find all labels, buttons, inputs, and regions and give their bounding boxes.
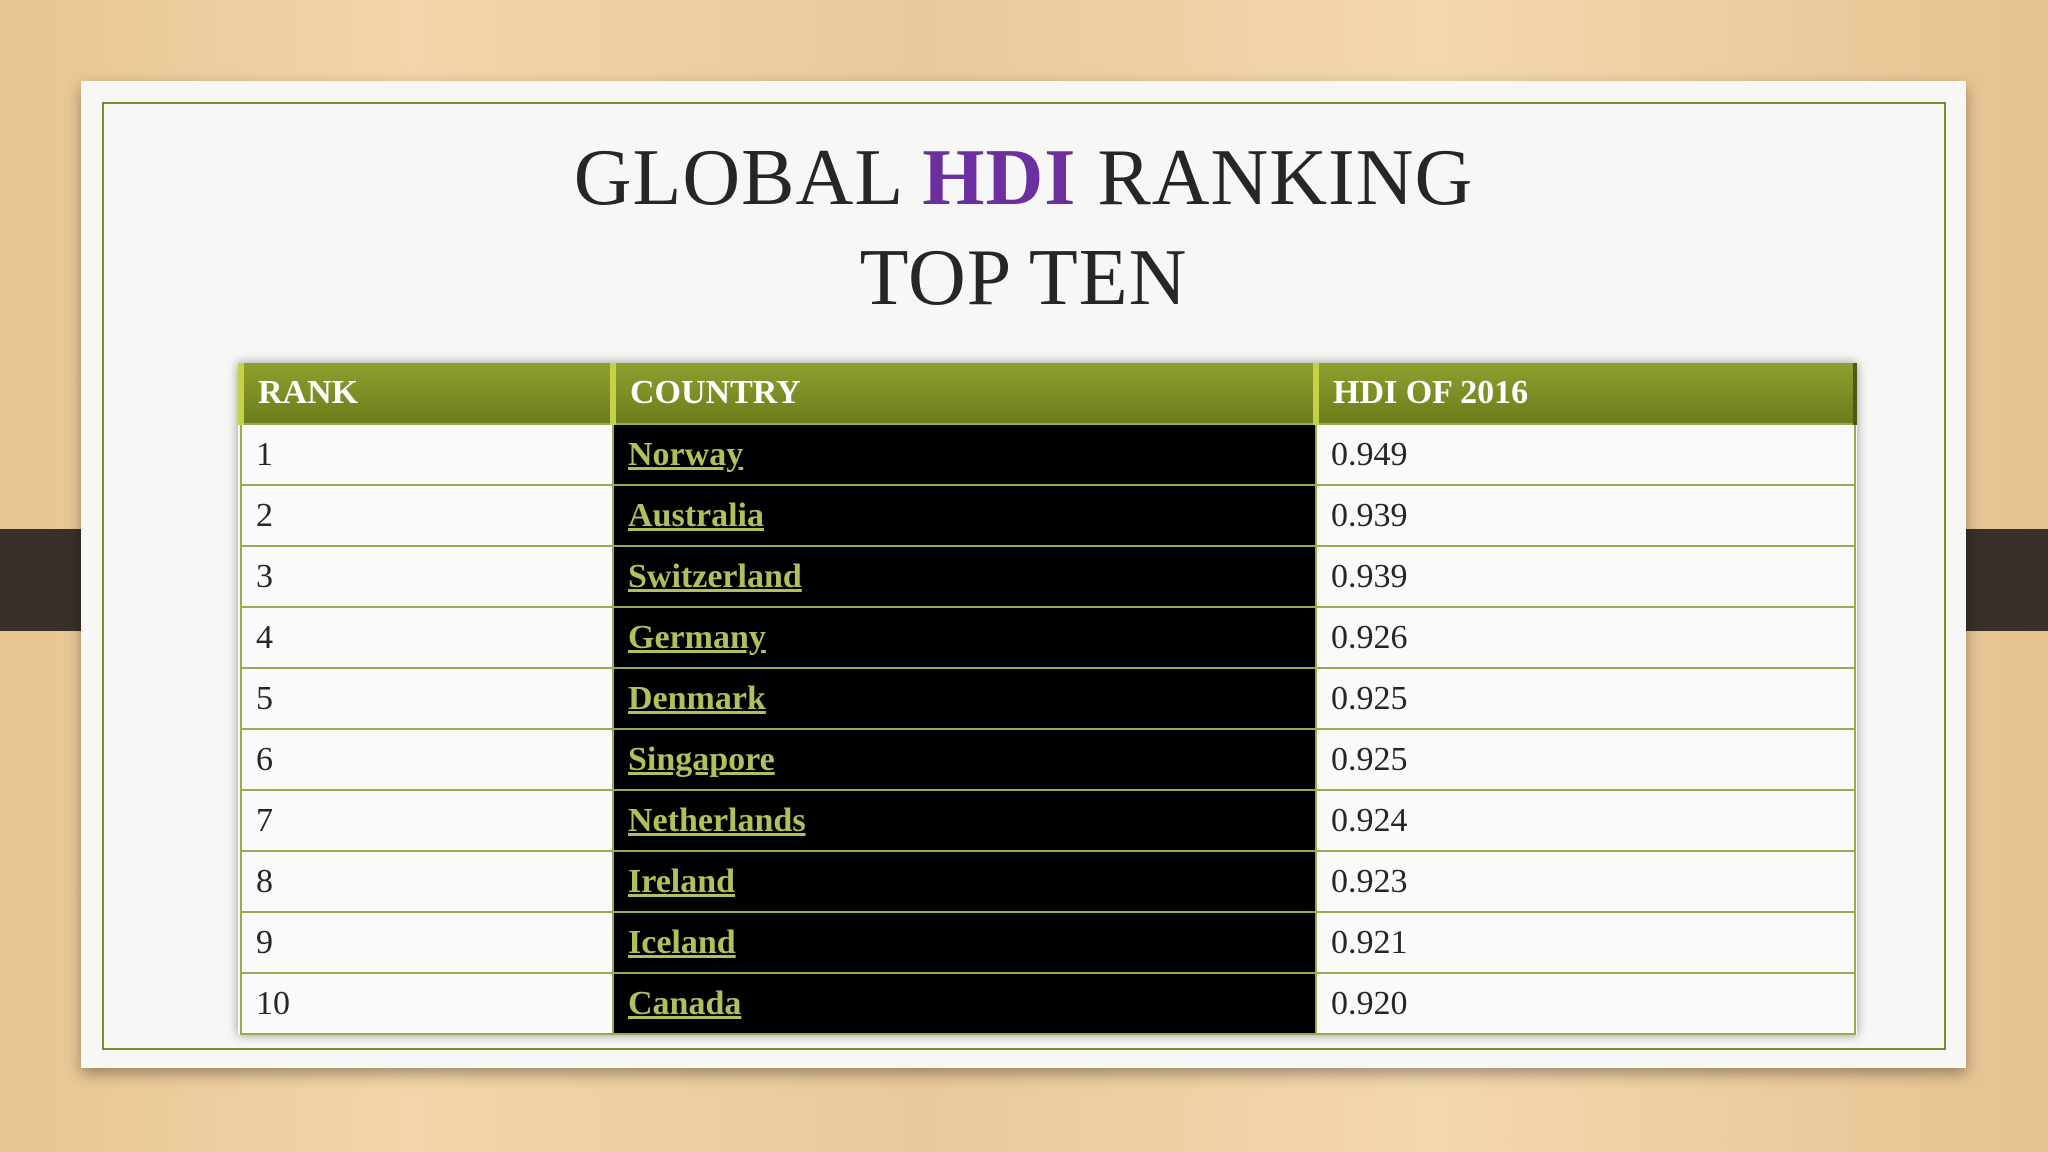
country-link[interactable]: Iceland	[628, 923, 736, 961]
table-row: 4 Germany 0.926	[240, 606, 1856, 669]
country-cell: Ireland	[612, 850, 1317, 913]
hdi-cell: 0.925	[1315, 728, 1856, 791]
country-cell: Switzerland	[612, 545, 1317, 608]
rank-cell: 4	[240, 606, 614, 669]
hdi-cell: 0.939	[1315, 484, 1856, 547]
country-cell: Australia	[612, 484, 1317, 547]
table-row: 3 Switzerland 0.939	[240, 545, 1856, 608]
hdi-cell: 0.925	[1315, 667, 1856, 730]
table-row: 2 Australia 0.939	[240, 484, 1856, 547]
hdi-cell: 0.924	[1315, 789, 1856, 852]
hdi-table: RANK COUNTRY HDI OF 2016 1 Norway 0.949 2 Aust…	[238, 363, 1857, 1035]
country-cell: Iceland	[612, 911, 1317, 974]
country-link[interactable]: Netherlands	[628, 801, 806, 839]
country-link[interactable]: Germany	[628, 618, 766, 656]
header-cell: COUNTRY	[610, 363, 1318, 424]
table-row: 5 Denmark 0.925	[240, 667, 1856, 730]
country-cell: Germany	[612, 606, 1317, 669]
table-row: 10 Canada 0.920	[240, 972, 1856, 1035]
hdi-cell: 0.939	[1315, 545, 1856, 608]
country-link[interactable]: Ireland	[628, 862, 736, 900]
country-link[interactable]: Canada	[628, 984, 742, 1022]
country-link[interactable]: Norway	[628, 435, 744, 473]
table-row: 9 Iceland 0.921	[240, 911, 1856, 974]
header-cell: HDI OF 2016	[1313, 363, 1857, 424]
rank-cell: 5	[240, 667, 614, 730]
header-cell: RANK	[238, 363, 615, 424]
table-row: 8 Ireland 0.923	[240, 850, 1856, 913]
title-word: GLOBAL	[573, 134, 902, 222]
header-row: RANK COUNTRY HDI OF 2016	[238, 363, 1857, 424]
country-cell: Norway	[612, 423, 1317, 486]
country-cell: Singapore	[612, 728, 1317, 791]
rank-cell: 7	[240, 789, 614, 852]
rank-cell: 8	[240, 850, 614, 913]
country-cell: Denmark	[612, 667, 1317, 730]
country-link[interactable]: Australia	[628, 496, 764, 534]
slide: GLOBAL HDI RANKING TOP TEN RANK COUNTRY HD…	[81, 81, 1966, 1068]
rank-cell: 3	[240, 545, 614, 608]
hdi-cell: 0.921	[1315, 911, 1856, 974]
title-line2: TOP TEN	[859, 234, 1188, 322]
country-link[interactable]: Singapore	[628, 740, 775, 778]
rank-cell: 2	[240, 484, 614, 547]
country-cell: Netherlands	[612, 789, 1317, 852]
table-row: 7 Netherlands 0.924	[240, 789, 1856, 852]
table-row: 1 Norway 0.949	[240, 423, 1856, 486]
country-link[interactable]: Switzerland	[628, 557, 802, 595]
slide-frame	[102, 102, 1946, 1050]
rank-cell: 6	[240, 728, 614, 791]
rank-cell: 9	[240, 911, 614, 974]
hdi-cell: 0.923	[1315, 850, 1856, 913]
hdi-cell: 0.949	[1315, 423, 1856, 486]
rank-cell: 10	[240, 972, 614, 1035]
title-line1: GLOBAL HDI RANKING	[81, 133, 1966, 224]
rank-cell: 1	[240, 423, 614, 486]
title-word: RANKING	[1097, 134, 1474, 222]
title-word: HDI	[922, 134, 1077, 222]
hdi-cell: 0.926	[1315, 606, 1856, 669]
country-link[interactable]: Denmark	[628, 679, 766, 717]
country-cell: Canada	[612, 972, 1317, 1035]
table-row: 6 Singapore 0.925	[240, 728, 1856, 791]
hdi-cell: 0.920	[1315, 972, 1856, 1035]
